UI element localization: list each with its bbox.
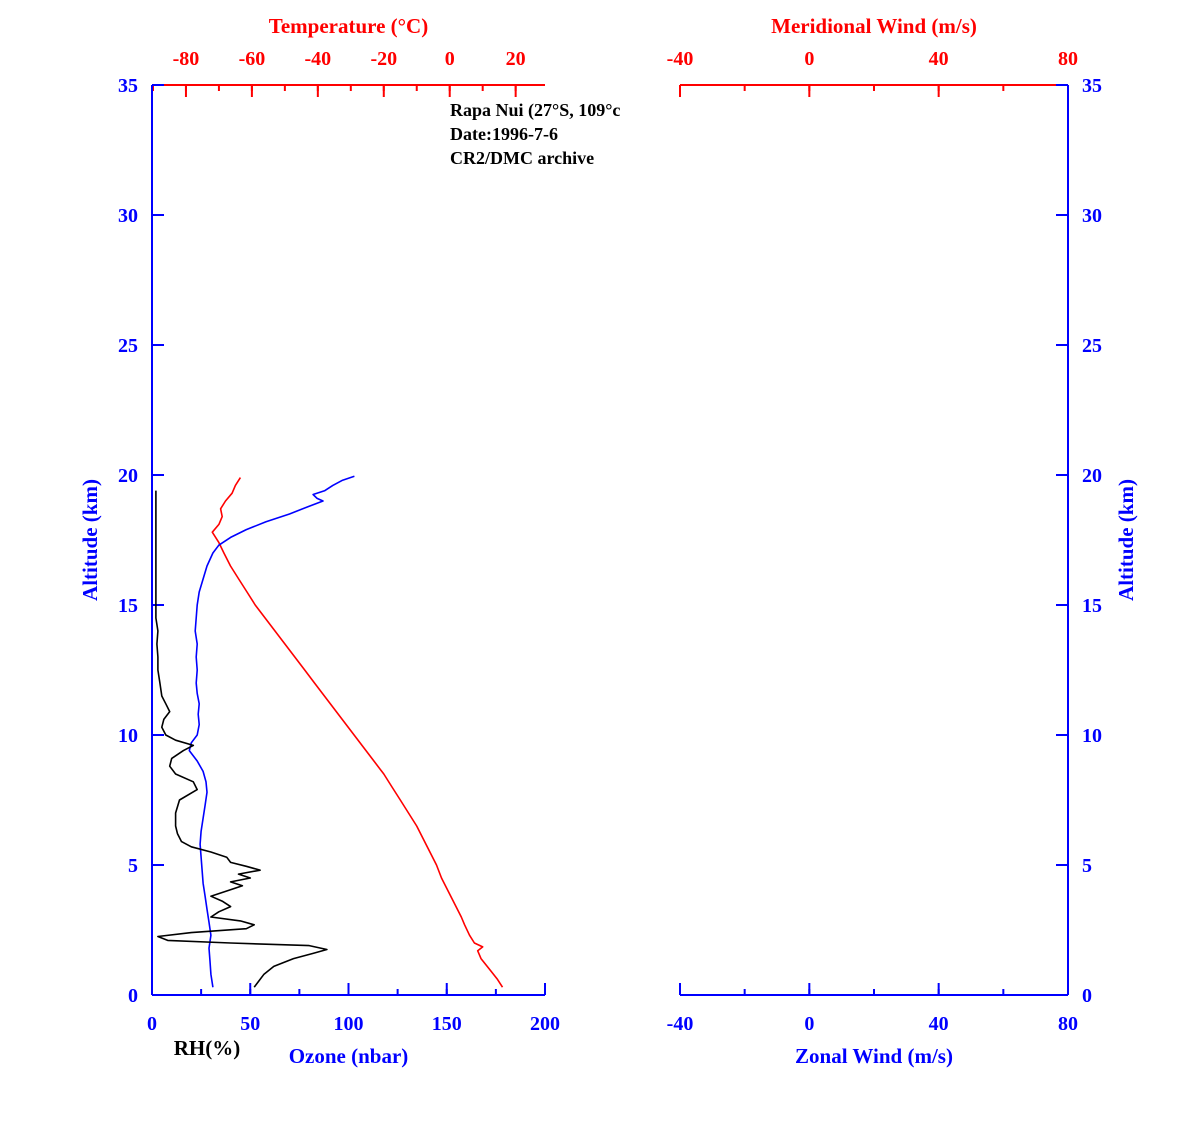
left-axis-tick-label: 0 bbox=[128, 985, 138, 1007]
right-axis-tick-label: 25 bbox=[1082, 335, 1102, 357]
bottom-axis-tick-label: -40 bbox=[667, 1013, 694, 1035]
top-axis-tick-label: -40 bbox=[667, 48, 694, 70]
top-axis-tick-label: 20 bbox=[506, 48, 526, 70]
top-axis-tick-label: 0 bbox=[804, 48, 814, 70]
station-annotation: Rapa Nui (27°S, 109°c bbox=[450, 100, 620, 121]
ozone-curve bbox=[188, 475, 355, 988]
top-axis-title: Temperature (°C) bbox=[269, 14, 428, 38]
rh-axis-label: RH(%) bbox=[174, 1036, 241, 1060]
right-axis-tick-label: 20 bbox=[1082, 465, 1102, 487]
bottom-axis-title: Ozone (nbar) bbox=[289, 1044, 409, 1068]
archive-annotation: CR2/DMC archive bbox=[450, 148, 594, 168]
top-axis-tick-label: 80 bbox=[1058, 48, 1078, 70]
right-axis-tick-label: 15 bbox=[1082, 595, 1102, 617]
right-axis-tick-label: 5 bbox=[1082, 855, 1092, 877]
left-axis-tick-label: 15 bbox=[118, 595, 138, 617]
left-axis-tick-label: 10 bbox=[118, 725, 138, 747]
temperature-curve bbox=[211, 477, 504, 988]
bottom-axis-tick-label: 0 bbox=[804, 1013, 814, 1035]
left-axis-title: Altitude (km) bbox=[78, 479, 102, 601]
bottom-axis-tick-label: 150 bbox=[432, 1013, 462, 1035]
left-axis-tick-label: 25 bbox=[118, 335, 138, 357]
top-axis-tick-label: -20 bbox=[370, 48, 397, 70]
top-axis-tick-label: 0 bbox=[445, 48, 455, 70]
left-axis-tick-label: 5 bbox=[128, 855, 138, 877]
bottom-axis-tick-label: 80 bbox=[1058, 1013, 1078, 1035]
right-axis-tick-label: 0 bbox=[1082, 985, 1092, 1007]
right-axis-title: Altitude (km) bbox=[1114, 479, 1138, 601]
top-axis-title: Meridional Wind (m/s) bbox=[771, 14, 977, 38]
annotation-block: Rapa Nui (27°S, 109°c Date:1996-7-6 CR2/… bbox=[450, 100, 620, 168]
right-axis-tick-label: 10 bbox=[1082, 725, 1102, 747]
bottom-axis-tick-label: 0 bbox=[147, 1013, 157, 1035]
bottom-axis-tick-label: 50 bbox=[240, 1013, 260, 1035]
left-axis-tick-label: 35 bbox=[118, 75, 138, 97]
top-axis-tick-label: 40 bbox=[929, 48, 949, 70]
date-annotation: Date:1996-7-6 bbox=[450, 124, 558, 144]
bottom-axis-title: Zonal Wind (m/s) bbox=[795, 1044, 953, 1068]
relative_humidity-curve bbox=[155, 490, 328, 988]
right-axis-tick-label: 35 bbox=[1082, 75, 1102, 97]
top-axis-tick-label: -80 bbox=[173, 48, 200, 70]
top-axis-tick-label: -60 bbox=[239, 48, 266, 70]
right-axis-tick-label: 30 bbox=[1082, 205, 1102, 227]
bottom-axis-tick-label: 40 bbox=[929, 1013, 949, 1035]
top-axis-tick-label: -40 bbox=[305, 48, 332, 70]
left-axis-tick-label: 20 bbox=[118, 465, 138, 487]
bottom-axis-tick-label: 200 bbox=[530, 1013, 560, 1035]
left-axis-tick-label: 30 bbox=[118, 205, 138, 227]
bottom-axis-tick-label: 100 bbox=[334, 1013, 364, 1035]
